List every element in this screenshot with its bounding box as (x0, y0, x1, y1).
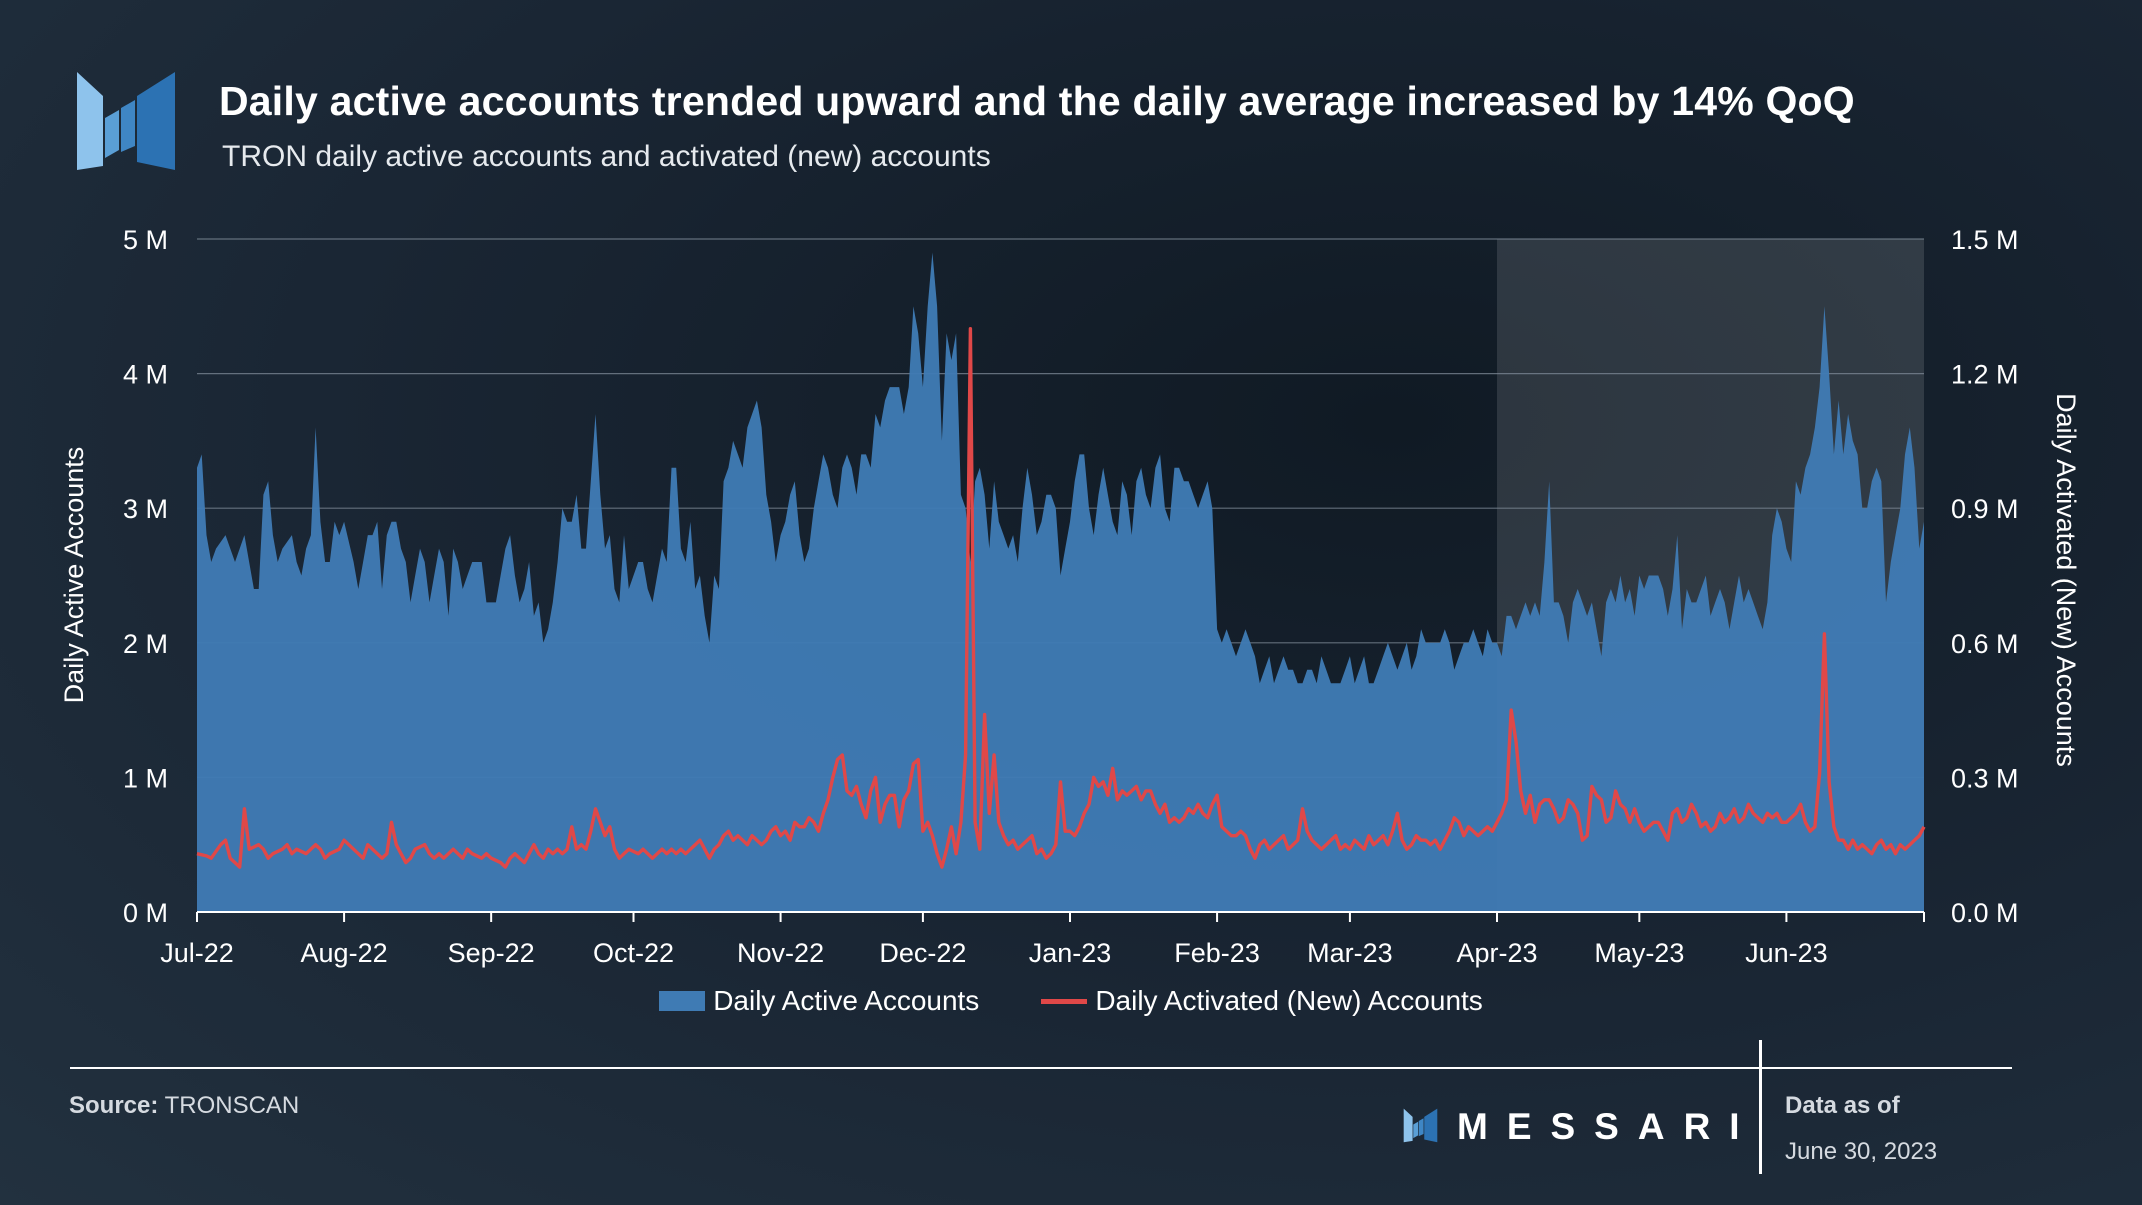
y-tick-label: 0 M (123, 898, 168, 928)
x-tick-label: Nov-22 (737, 938, 824, 968)
x-tick-label: Jun-23 (1745, 938, 1828, 968)
x-tick-label: May-23 (1594, 938, 1684, 968)
x-tick-label: Feb-23 (1174, 938, 1260, 968)
y2-tick-label: 0.0 M (1951, 898, 2019, 928)
legend-item-active[interactable]: Daily Active Accounts (659, 985, 979, 1017)
as-of-date: June 30, 2023 (1785, 1138, 1938, 1165)
legend: Daily Active Accounts Daily Activated (N… (0, 985, 2142, 1017)
source-note: Source: TRONSCAN (69, 1092, 299, 1120)
y2-tick-label: 1.5 M (1951, 225, 2019, 255)
legend-label-active: Daily Active Accounts (713, 985, 980, 1016)
x-tick-label: Apr-23 (1456, 938, 1537, 968)
y2-tick-label: 1.2 M (1951, 360, 2019, 390)
y2-tick-label: 0.9 M (1951, 494, 2019, 524)
source-value: TRONSCAN (164, 1092, 300, 1119)
y2-axis-title: Daily Activated (New) Accounts (2051, 393, 2081, 767)
x-tick-label: Jan-23 (1029, 938, 1112, 968)
series-line-daily-activated-accounts (196, 327, 1926, 869)
y-tick-label: 5 M (123, 225, 168, 255)
x-tick-label: Aug-22 (301, 938, 388, 968)
y-axis-title: Daily Active Accounts (59, 447, 89, 704)
legend-swatch-area (659, 991, 706, 1011)
y-tick-label: 1 M (123, 763, 168, 793)
y-tick-label: 4 M (123, 360, 168, 390)
y2-tick-label: 0.3 M (1951, 763, 2019, 793)
chart-subtitle: TRON daily active accounts and activated… (222, 140, 991, 173)
x-tick-label: Jul-22 (160, 938, 234, 968)
series-area-daily-active-accounts (197, 252, 1924, 912)
legend-swatch-line (1041, 998, 1088, 1004)
legend-item-new[interactable]: Daily Activated (New) Accounts (1041, 985, 1483, 1017)
legend-label-new: Daily Activated (New) Accounts (1095, 985, 1483, 1016)
as-of-label: Data as of (1785, 1092, 1900, 1119)
footer-vertical-divider (1759, 1040, 1762, 1174)
y-tick-label: 2 M (123, 629, 168, 659)
footer-divider (70, 1067, 2012, 1069)
x-tick-label: Sep-22 (448, 938, 535, 968)
messari-logo-icon (77, 72, 175, 170)
x-tick-label: Oct-22 (593, 938, 674, 968)
messari-brand-icon (1403, 1108, 1438, 1143)
brand-wordmark: MESSARI (1457, 1106, 1759, 1147)
chart-title: Daily active accounts trended upward and… (219, 78, 1855, 124)
x-tick-label: Mar-23 (1307, 938, 1393, 968)
source-label: Source: (69, 1092, 159, 1119)
y2-tick-label: 0.6 M (1951, 629, 2019, 659)
x-tick-label: Dec-22 (879, 938, 966, 968)
chart: 0 M 1 M 2 M 3 M 4 M 5 M 0.0 M 0.3 M 0.6 M 0.9 M 1.… (59, 225, 2081, 968)
y-tick-label: 3 M (123, 494, 168, 524)
